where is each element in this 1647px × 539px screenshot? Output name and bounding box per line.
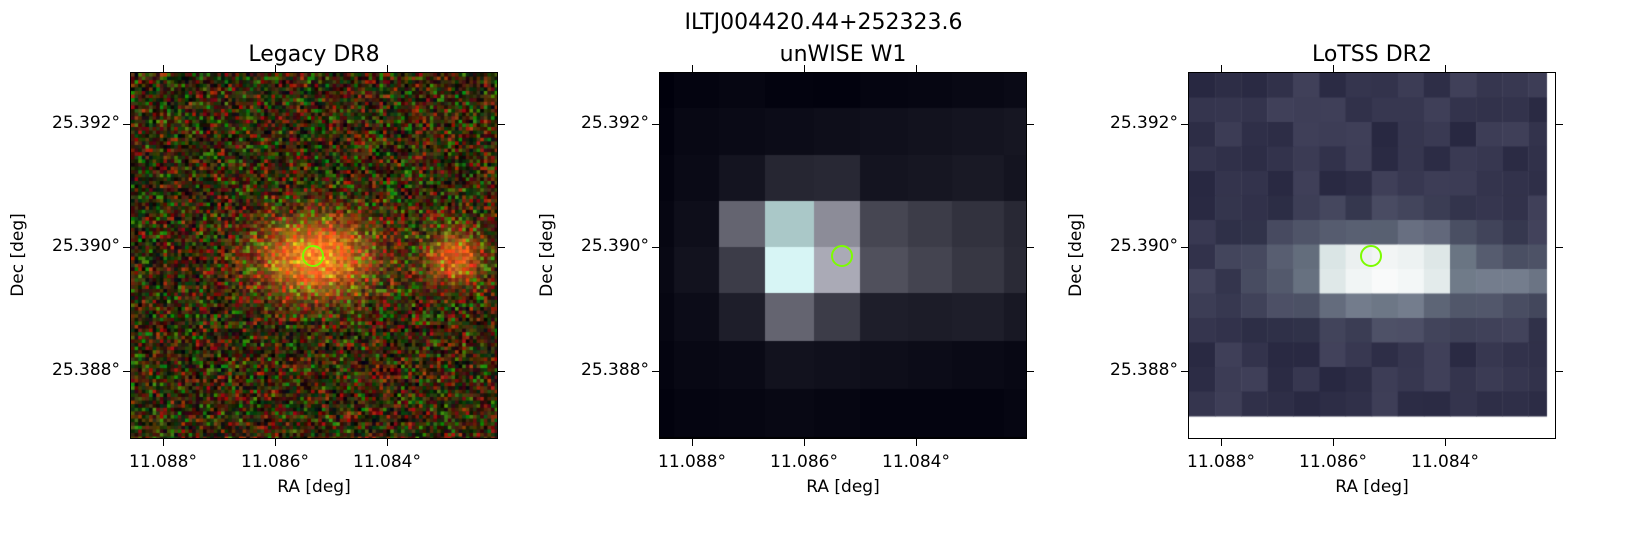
y-tick-label: 25.390° [1110, 236, 1178, 256]
x-tick-label: 11.088° [1187, 452, 1255, 472]
y-tick-label: 25.392° [52, 113, 120, 133]
x-tick-mark-top [275, 65, 276, 72]
y-tick-mark [1181, 371, 1188, 372]
y-axis-label: Dec [deg] [1066, 212, 1086, 297]
x-tick-label: 11.084° [1411, 452, 1479, 472]
panel-title-legacy: Legacy DR8 [248, 42, 380, 67]
x-tick-mark-top [804, 65, 805, 72]
x-tick-label: 11.084° [882, 452, 950, 472]
x-tick-label: 11.086° [1299, 452, 1367, 472]
x-tick-mark-top [916, 65, 917, 72]
x-tick-mark-top [1333, 65, 1334, 72]
y-tick-mark-right [1556, 124, 1563, 125]
y-tick-mark [652, 247, 659, 248]
x-axis-label: RA [deg] [277, 477, 351, 497]
y-tick-label: 25.390° [581, 236, 649, 256]
x-tick-mark [692, 439, 693, 446]
y-tick-mark-right [1556, 247, 1563, 248]
y-tick-label: 25.388° [52, 360, 120, 380]
y-tick-mark [123, 247, 130, 248]
y-tick-label: 25.392° [581, 113, 649, 133]
x-tick-mark [1445, 439, 1446, 446]
y-tick-mark-right [1556, 371, 1563, 372]
x-tick-mark [387, 439, 388, 446]
y-tick-mark-right [1027, 124, 1034, 125]
y-tick-mark [1181, 247, 1188, 248]
x-tick-mark [163, 439, 164, 446]
lotss-image [1188, 72, 1556, 439]
y-tick-label: 25.388° [1110, 360, 1178, 380]
x-tick-mark [804, 439, 805, 446]
y-tick-label: 25.388° [581, 360, 649, 380]
x-axis-label: RA [deg] [1335, 477, 1409, 497]
x-tick-label: 11.086° [770, 452, 838, 472]
y-tick-mark [652, 124, 659, 125]
y-axis-label: Dec [deg] [537, 212, 557, 297]
x-tick-mark [916, 439, 917, 446]
x-tick-mark [275, 439, 276, 446]
x-tick-mark-top [1445, 65, 1446, 72]
x-tick-mark [1333, 439, 1334, 446]
y-tick-mark [652, 371, 659, 372]
x-tick-mark-top [692, 65, 693, 72]
x-tick-label: 11.088° [129, 452, 197, 472]
x-tick-mark-top [387, 65, 388, 72]
y-tick-mark [1181, 124, 1188, 125]
y-tick-mark-right [498, 124, 505, 125]
x-tick-label: 11.086° [241, 452, 309, 472]
figure-title: ILTJ004420.44+252323.6 [684, 10, 963, 35]
panel-title-unwise: unWISE W1 [779, 42, 907, 67]
x-tick-mark-top [1221, 65, 1222, 72]
unwise-image [659, 72, 1027, 439]
x-tick-label: 11.088° [658, 452, 726, 472]
y-tick-label: 25.392° [1110, 113, 1178, 133]
y-tick-mark-right [498, 247, 505, 248]
y-tick-mark-right [1027, 371, 1034, 372]
x-tick-label: 11.084° [353, 452, 421, 472]
y-tick-mark-right [498, 371, 505, 372]
y-tick-mark [123, 371, 130, 372]
x-tick-mark-top [163, 65, 164, 72]
legacy-image [130, 72, 498, 439]
y-tick-label: 25.390° [52, 236, 120, 256]
panel-title-lotss: LoTSS DR2 [1312, 42, 1432, 67]
x-axis-label: RA [deg] [806, 477, 880, 497]
y-tick-mark-right [1027, 247, 1034, 248]
y-axis-label: Dec [deg] [8, 212, 28, 297]
x-tick-mark [1221, 439, 1222, 446]
y-tick-mark [123, 124, 130, 125]
